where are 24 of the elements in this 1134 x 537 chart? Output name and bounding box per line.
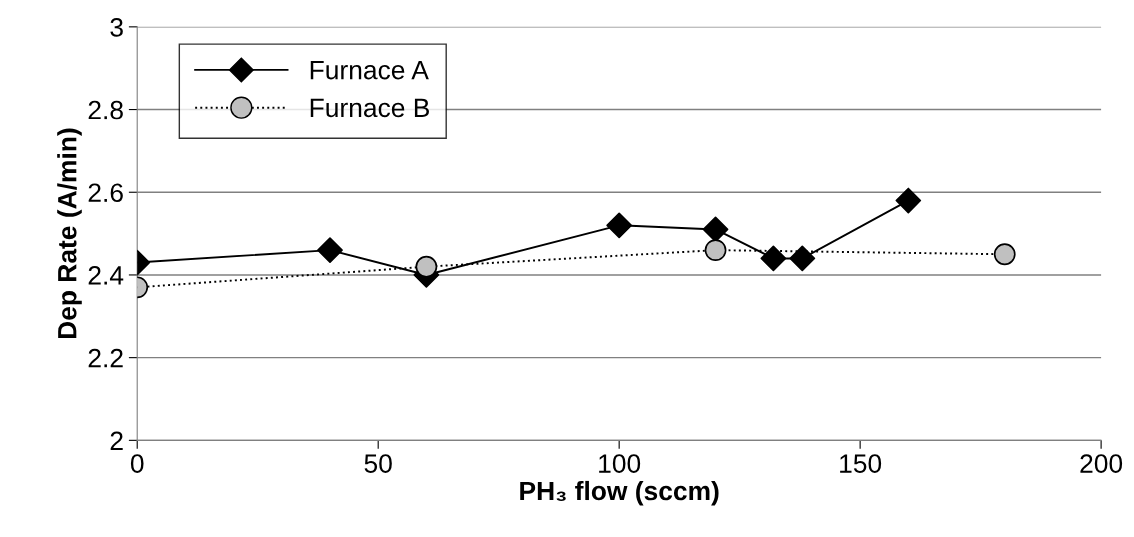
point (760, 245, 787, 272)
point (415, 255, 438, 278)
y-tick-label: 2 (110, 431, 123, 450)
x-axis-title: PH₃ flow (sccm) (520, 480, 719, 506)
point (993, 243, 1016, 266)
y-tick-label: 2.6 (88, 183, 123, 203)
point (895, 187, 922, 214)
y-axis-title: Dep Rate (A/min) (57, 128, 82, 339)
legend-label: Furnace B (310, 98, 429, 118)
x-tick-label: 150 (840, 454, 882, 473)
legend-label: Furnace A (310, 60, 429, 80)
point (702, 216, 729, 243)
y-tick-label: 2.2 (88, 348, 123, 368)
x-tick-label: 0 (130, 454, 144, 473)
point (789, 245, 816, 272)
y-tick-label: 2.8 (88, 100, 123, 120)
y-tick-label: 2.4 (88, 266, 124, 285)
point (317, 237, 343, 263)
x-tick-label: 50 (364, 454, 392, 473)
y-tick-label: 3 (110, 17, 123, 37)
point (606, 212, 633, 239)
x-tick-label: 200 (1080, 454, 1123, 473)
x-tick-label: 100 (599, 454, 641, 473)
point (704, 239, 727, 262)
